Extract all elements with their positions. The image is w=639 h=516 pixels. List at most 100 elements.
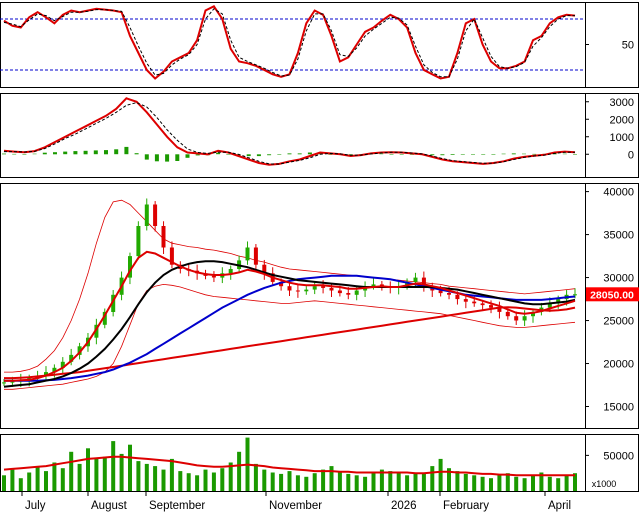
volume-bar [10, 469, 15, 491]
macd-histogram-bar [348, 154, 353, 155]
macd-histogram-bar [328, 154, 333, 155]
candle-up [69, 354, 74, 362]
volume-bar [102, 456, 107, 491]
candle-up [94, 324, 99, 338]
macd-histogram-bar [471, 154, 475, 155]
volume-bar [455, 471, 460, 491]
x-axis: July August September November 2026 February A… [0, 491, 639, 512]
macd-histogram-bar [562, 153, 567, 155]
volume-bar [430, 466, 435, 491]
y-tick-label: 35000 [603, 230, 634, 242]
candle-down [169, 247, 174, 265]
volume-bar [463, 473, 468, 491]
macd-histogram-bar [267, 154, 272, 156]
macd-histogram-bar [63, 151, 68, 155]
panel-border [0, 2, 639, 88]
candle-up [522, 316, 527, 321]
bollinger-lower-line [4, 283, 576, 390]
candle-down [295, 290, 300, 292]
macd-histogram-bar [226, 154, 231, 155]
volume-bar [556, 478, 561, 491]
macd-histogram-bar [104, 150, 108, 155]
candle-up [556, 299, 561, 304]
chart-panels: 50 3000 2000 1000 0 40000 35000 30000 25000 20000… [0, 2, 639, 492]
candle-down [472, 301, 477, 304]
volume-bar [371, 472, 376, 491]
volume-bar [480, 476, 485, 492]
volume-bar [405, 475, 410, 491]
volume-bar [44, 471, 48, 491]
macd-histogram-bar [144, 154, 149, 160]
volume-bar [531, 475, 535, 491]
macd-histogram-bar [185, 154, 190, 158]
candle-down [455, 294, 460, 300]
y-tick-label: 1000 [610, 132, 634, 144]
y-tick-label: 25000 [603, 316, 634, 328]
macd-histogram-bar [42, 152, 47, 155]
ma-short-line [4, 250, 576, 382]
y-tick-label: 2000 [610, 114, 634, 126]
candle-down [505, 311, 510, 317]
macd-histogram-bar [114, 149, 119, 155]
y-tick-label: 3000 [610, 97, 634, 109]
volume-bar [161, 469, 166, 491]
volume-ma-line [3, 455, 575, 477]
volume-bar [128, 444, 132, 491]
candle-up [52, 367, 57, 373]
x-tick-label: November [269, 500, 322, 512]
macd-histogram-bar [256, 154, 261, 157]
macd-histogram-bar [246, 154, 251, 157]
candle-down [287, 286, 292, 291]
panel-border [0, 93, 639, 178]
volume-bar [497, 475, 502, 491]
volume-bar [413, 473, 418, 491]
volume-bar [119, 453, 124, 491]
candle-up [144, 204, 149, 226]
macd-histogram-bar [195, 154, 200, 156]
volume-bar [253, 463, 258, 491]
macd-line [3, 97, 576, 166]
macd-histogram-bar [399, 154, 404, 155]
candle-down [279, 281, 284, 287]
candle-up [405, 281, 410, 287]
volume-bar [472, 475, 477, 491]
x-tick-label: April [548, 500, 571, 512]
volume-bar [447, 468, 451, 491]
macd-histogram-bar [379, 153, 384, 155]
x-tick-label: September [149, 500, 205, 512]
macd-histogram-bar [93, 150, 98, 155]
ma-long-line [4, 274, 576, 382]
macd-histogram-bar [12, 153, 17, 155]
candle-down [346, 293, 351, 295]
candle-up [228, 269, 233, 274]
stochastic-k-line [3, 5, 576, 80]
candle-down [514, 316, 519, 321]
volume-bar [522, 478, 527, 491]
volume-bar [136, 461, 141, 491]
ma-200-line [4, 306, 576, 380]
bollinger-upper-line [4, 199, 576, 373]
macd-histogram-bar [389, 154, 394, 155]
y-tick-label: 20000 [603, 359, 634, 371]
candle-down [262, 264, 267, 274]
volume-bar [514, 476, 519, 492]
volume-bar [564, 475, 569, 491]
y-tick-label: 50000 [603, 450, 634, 462]
last-price-tag [586, 287, 639, 302]
macd-histogram-bar [532, 153, 537, 155]
volume-bar [77, 463, 82, 491]
volume-bar [228, 462, 233, 491]
ma-mid-line [3, 260, 576, 388]
volume-bar [86, 448, 90, 492]
volume-bar [346, 473, 351, 491]
volume-bar [388, 471, 393, 491]
candle-down [497, 307, 502, 312]
candle-up [102, 311, 107, 325]
macd-histogram-bar [165, 154, 170, 162]
macd-histogram-bar [522, 153, 526, 155]
volume-bar [178, 471, 183, 491]
candle-down [438, 290, 443, 294]
volume-bar [354, 475, 359, 491]
volume-bar [153, 466, 158, 491]
